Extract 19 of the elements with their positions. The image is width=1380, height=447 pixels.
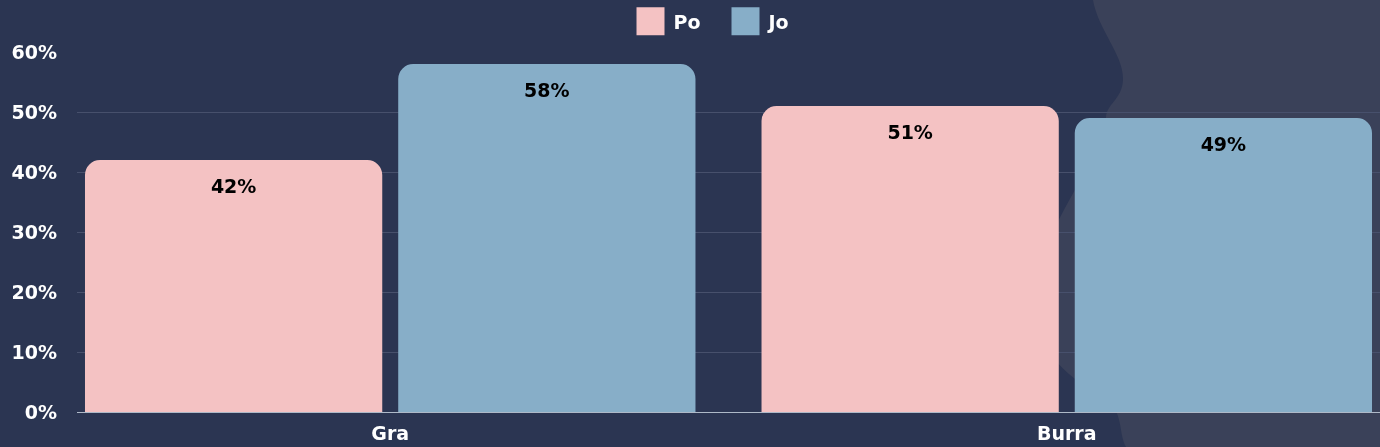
y-tick-label: 60% (11, 40, 57, 63)
data-label: 49% (1200, 133, 1247, 155)
bar (1074, 118, 1373, 412)
data-label: 51% (887, 121, 933, 143)
y-tick-label: 10% (11, 340, 57, 363)
bar (761, 106, 1059, 412)
y-tick-label: 50% (11, 100, 57, 123)
data-label: 58% (524, 79, 570, 101)
y-tick-label: 30% (11, 220, 57, 243)
bar (398, 64, 696, 412)
x-tick-label: Burra (1036, 421, 1097, 444)
y-tick-label: 0% (24, 400, 57, 423)
x-tick-label: Gra (371, 421, 410, 444)
legend-label: Jo (766, 10, 789, 33)
y-tick-label: 40% (11, 160, 57, 183)
bar (84, 160, 383, 412)
y-tick-label: 20% (11, 280, 57, 303)
data-label: 42% (210, 175, 257, 197)
legend-label: Po (673, 10, 701, 33)
